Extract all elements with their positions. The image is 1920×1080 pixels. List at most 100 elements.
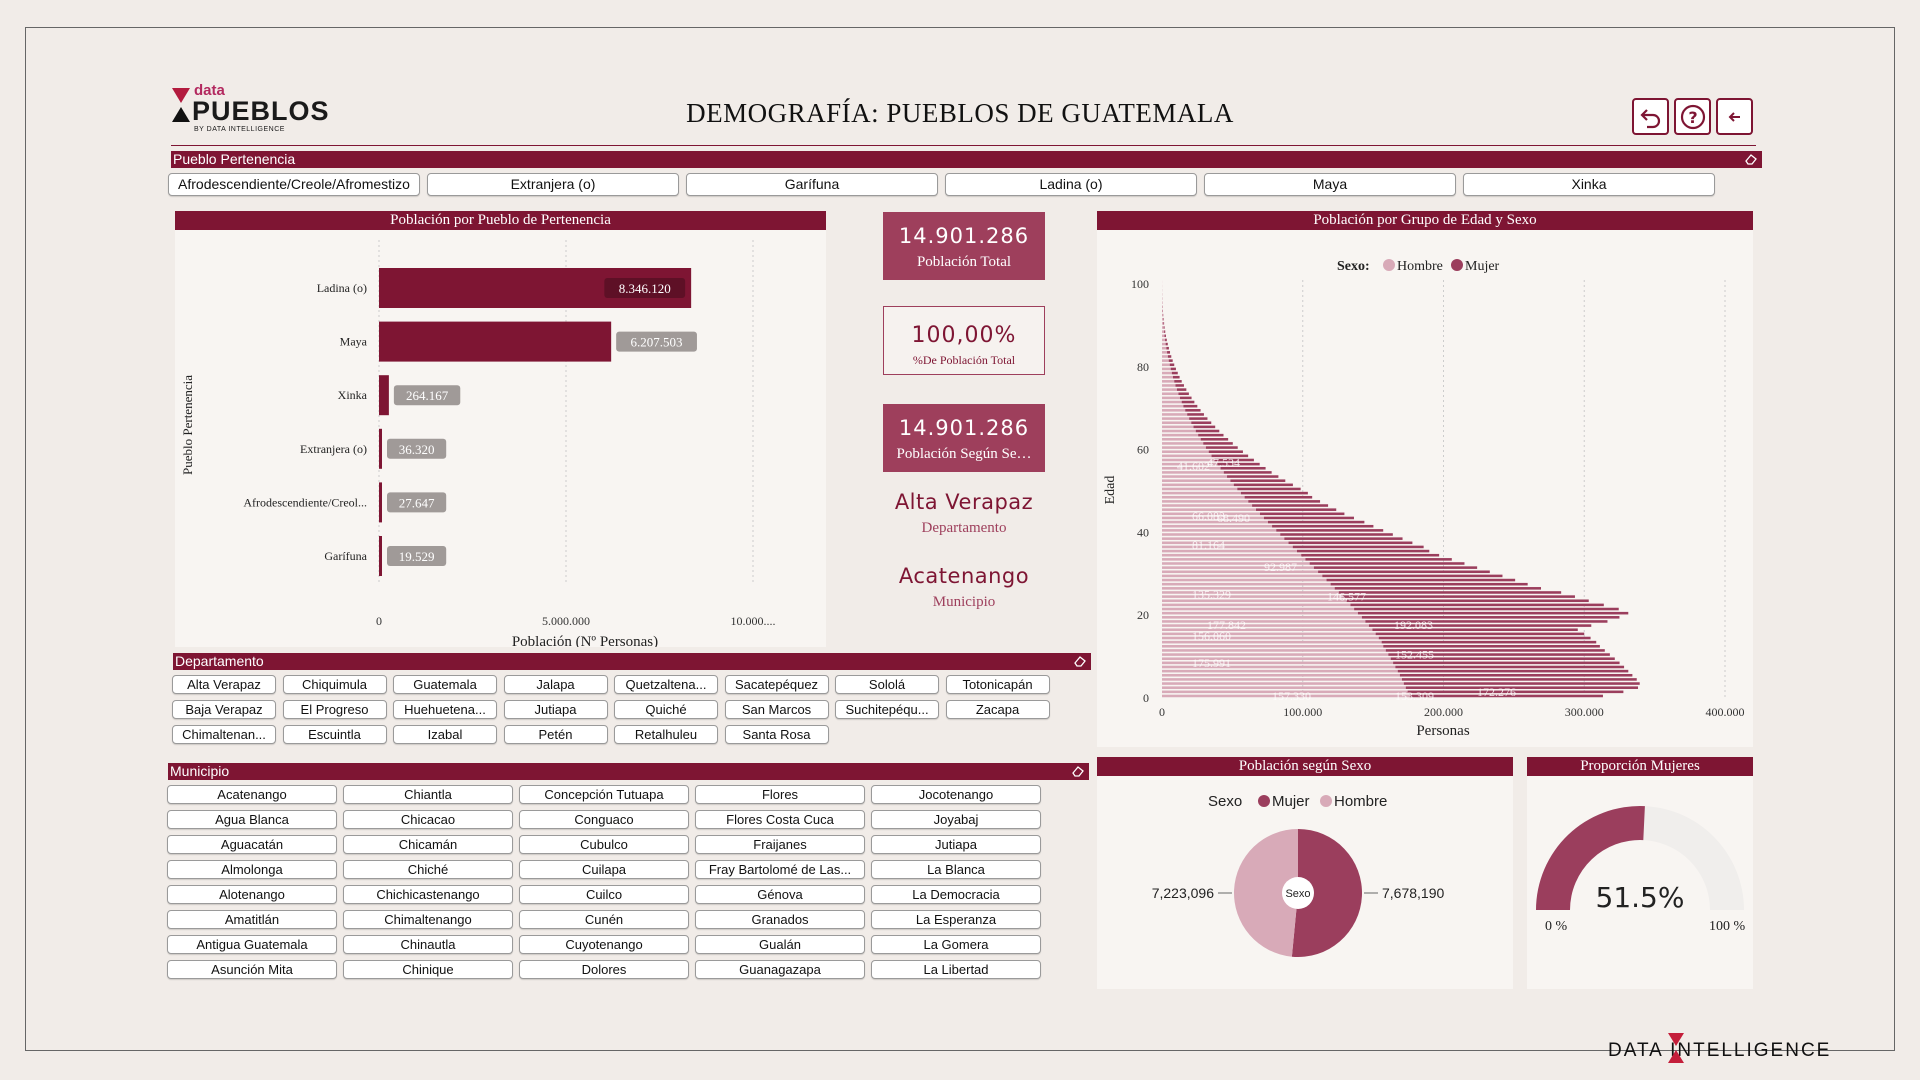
municipio-option-chip[interactable]: Amatitlán xyxy=(167,910,337,929)
kpi-total-value: 14.901.286 xyxy=(898,224,1030,248)
municipio-option-chip[interactable]: Fray Bartolomé de Las... xyxy=(695,860,865,879)
municipio-option-chip[interactable]: Joyabaj xyxy=(871,810,1041,829)
pueblo-option-chip[interactable]: Extranjera (o) xyxy=(427,173,679,196)
departamento-option-chip[interactable]: Jutiapa xyxy=(503,700,608,719)
bar-value-label: 6.207.503 xyxy=(631,335,683,350)
pyramid-bar-hombre xyxy=(1162,558,1306,561)
gauge-min-label: 0 % xyxy=(1545,919,1568,934)
departamento-option-chip[interactable]: Escuintla xyxy=(282,725,387,744)
municipio-option-chip[interactable]: Jutiapa xyxy=(871,835,1041,854)
departamento-option-chip[interactable]: Jalapa xyxy=(503,675,608,694)
municipio-option-chip[interactable]: Chiché xyxy=(343,860,513,879)
departamento-option-chip[interactable]: El Progreso xyxy=(282,700,387,719)
municipio-option-chip[interactable]: Génova xyxy=(695,885,865,904)
departamento-option-chip[interactable]: Alta Verapaz xyxy=(172,675,276,694)
municipio-option-chip[interactable]: Dolores xyxy=(519,960,689,979)
municipio-option-chip[interactable]: Aguacatán xyxy=(167,835,337,854)
municipio-option-chip[interactable]: Cuilco xyxy=(519,885,689,904)
back-button[interactable] xyxy=(1716,98,1753,135)
pueblo-option-chip[interactable]: Afrodescendiente/Creole/Afromestizo xyxy=(168,173,420,196)
municipio-option-chip[interactable]: Cuyotenango xyxy=(519,935,689,954)
departamento-option-chip[interactable]: Baja Verapaz xyxy=(172,700,276,719)
municipio-option-chip[interactable]: Cubulco xyxy=(519,835,689,854)
departamento-option-chip[interactable]: Huehuetena... xyxy=(393,700,497,719)
departamento-option-chip[interactable]: Retalhuleu xyxy=(614,725,718,744)
eraser-icon[interactable] xyxy=(1071,765,1085,777)
departamento-option-chip[interactable]: Suchitepéqu... xyxy=(835,700,939,719)
pueblo-option-chip[interactable]: Xinka xyxy=(1463,173,1715,196)
departamento-option-chip[interactable]: Guatemala xyxy=(393,675,497,694)
pyramid-bar-hombre xyxy=(1162,686,1406,689)
departamento-option-chip[interactable]: San Marcos xyxy=(724,700,829,719)
undo-button[interactable] xyxy=(1632,98,1669,135)
departamento-option-chip[interactable]: Sacatepéquez xyxy=(724,675,829,694)
pyramid-bar-hombre xyxy=(1162,483,1234,487)
municipio-option-chip[interactable]: Chicacao xyxy=(343,810,513,829)
municipio-option-chip[interactable]: Chichicastenango xyxy=(343,885,513,904)
municipio-option-chip[interactable]: Agua Blanca xyxy=(167,810,337,829)
municipio-option-chip[interactable]: La Democracia xyxy=(871,885,1041,904)
y-tick-label: 40 xyxy=(1137,525,1149,539)
help-button[interactable]: ? xyxy=(1674,98,1711,135)
departamento-option-chip[interactable]: Totonicapán xyxy=(945,675,1050,694)
municipio-option-chip[interactable]: La Blanca xyxy=(871,860,1041,879)
municipio-option-chip[interactable]: Acatenango xyxy=(167,785,337,804)
pyramid-bar-hombre xyxy=(1162,326,1164,329)
municipio-option-chip[interactable]: La Libertad xyxy=(871,960,1041,979)
municipio-option-chip[interactable]: Asunción Mita xyxy=(167,960,337,979)
departamento-option-chip[interactable]: Santa Rosa xyxy=(724,725,829,744)
municipio-option-chip[interactable]: Flores xyxy=(695,785,865,804)
municipio-option-chip[interactable]: Jocotenango xyxy=(871,785,1041,804)
municipio-option-chip[interactable]: Cunén xyxy=(519,910,689,929)
municipio-option-chip[interactable]: La Esperanza xyxy=(871,910,1041,929)
pyramid-bar-hombre xyxy=(1162,516,1264,520)
municipio-option-chip[interactable]: Guanagazapa xyxy=(695,960,865,979)
pyramid-bar-mujer xyxy=(1191,421,1212,425)
municipio-option-chip[interactable]: Chinautla xyxy=(343,935,513,954)
municipio-option-chip[interactable]: Chimaltenango xyxy=(343,910,513,929)
municipio-option-chip[interactable]: Alotenango xyxy=(167,885,337,904)
municipio-option-chip[interactable]: Flores Costa Cuca xyxy=(695,810,865,829)
eraser-icon[interactable] xyxy=(1073,655,1087,667)
departamento-option-chip[interactable]: Petén xyxy=(503,725,608,744)
pyramid-bar-hombre xyxy=(1162,338,1166,342)
municipio-option-chip[interactable]: Concepción Tutuapa xyxy=(519,785,689,804)
pyramid-bar-hombre xyxy=(1162,524,1273,528)
municipio-option-chip[interactable]: Antigua Guatemala xyxy=(167,935,337,954)
municipio-option-chip[interactable]: Almolonga xyxy=(167,860,337,879)
pyramid-bar-hombre xyxy=(1162,616,1362,619)
bar-value-label-bg xyxy=(387,492,447,513)
departamento-option-chip[interactable]: Quetzaltena... xyxy=(614,675,718,694)
municipio-option-chip[interactable]: Chicamán xyxy=(343,835,513,854)
departamento-option-chip[interactable]: Chimaltenan... xyxy=(172,725,276,744)
municipio-option-chip[interactable]: Granados xyxy=(695,910,865,929)
municipio-option-chip[interactable]: Chiantla xyxy=(343,785,513,804)
pueblo-option-chip[interactable]: Maya xyxy=(1204,173,1456,196)
departamento-option-chip[interactable]: Quiché xyxy=(614,700,718,719)
pyramid-bar-mujer xyxy=(1280,533,1393,536)
pyramid-bar-hombre xyxy=(1162,640,1382,644)
kpi-total-label: Población Total xyxy=(916,254,1012,270)
sexo-donut-chart: Sexo Mujer Hombre Sexo 7,678,190 7,223,096 xyxy=(1152,793,1444,957)
departamento-option-chip[interactable]: Sololá xyxy=(835,675,939,694)
municipio-option-chip[interactable]: Conguaco xyxy=(519,810,689,829)
y-axis-label: Edad xyxy=(1103,476,1118,505)
pueblo-option-chip[interactable]: Garífuna xyxy=(686,173,938,196)
departamento-option-chip[interactable]: Zacapa xyxy=(945,700,1050,719)
municipio-option-chip[interactable]: Chinique xyxy=(343,960,513,979)
municipio-option-chip[interactable]: La Gomera xyxy=(871,935,1041,954)
pyramid-bar-hombre xyxy=(1162,479,1231,482)
departamento-option-chip[interactable]: Izabal xyxy=(393,725,497,744)
pyramid-bar-hombre xyxy=(1162,363,1170,367)
pyramid-bar-mujer xyxy=(1252,504,1329,507)
municipio-option-chip[interactable]: Cuilapa xyxy=(519,860,689,879)
municipio-option-chip[interactable]: Gualán xyxy=(695,935,865,954)
pyramid-data-label: 157.330 xyxy=(1272,689,1311,703)
departamento-option-chip[interactable]: Chiquimula xyxy=(282,675,387,694)
bar xyxy=(379,321,612,362)
eraser-icon[interactable] xyxy=(1744,153,1758,165)
pyramid-data-label: 156.060 xyxy=(1192,629,1231,643)
pueblo-option-chip[interactable]: Ladina (o) xyxy=(945,173,1197,196)
municipio-option-chip[interactable]: Fraijanes xyxy=(695,835,865,854)
pyramid-bar-mujer xyxy=(1365,620,1608,623)
